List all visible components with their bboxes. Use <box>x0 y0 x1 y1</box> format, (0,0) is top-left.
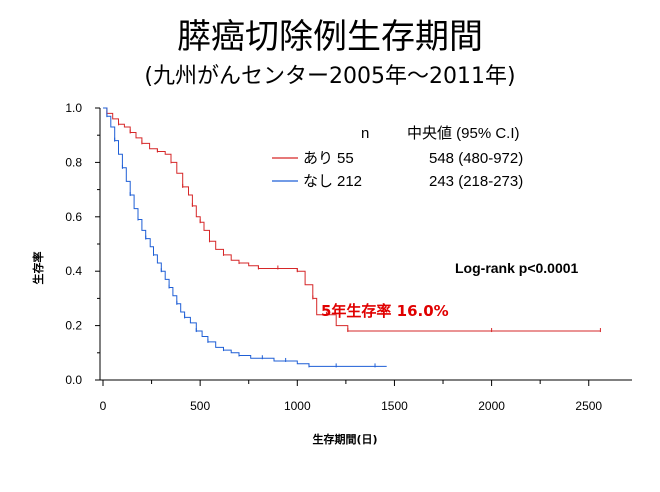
x-tick-label: 0 <box>100 399 107 413</box>
chart-legend: n 中央値 (95% C.I) あり 55 548 (480-972) なし 2… <box>272 125 523 190</box>
logrank-annotation: Log-rank p<0.0001 <box>455 260 579 276</box>
legend-median-nashi: 243 (218-273) <box>429 173 523 190</box>
y-tick-label: 0.8 <box>65 155 82 169</box>
page-title: 膵癌切除例生存期間 <box>177 17 483 57</box>
survival-curve-ari <box>103 107 601 332</box>
chart-curves <box>103 107 601 368</box>
x-tick-label: 2500 <box>575 399 602 413</box>
x-tick-label: 1500 <box>381 399 408 413</box>
five-year-survival-annotation: 5年生存率 16.0% <box>321 302 449 320</box>
y-tick-label: 0.0 <box>65 373 82 387</box>
legend-median-ari: 548 (480-972) <box>429 150 523 167</box>
chart-axes: 0.0 0.2 0.4 0.6 0.8 1.0 0 500 1000 1500 2000 2500 <box>65 101 632 413</box>
legend-header-median: 中央値 (95% C.I) <box>407 125 520 142</box>
legend-n-ari: 55 <box>337 150 354 167</box>
x-tick-label: 1000 <box>284 399 311 413</box>
legend-label-nashi: なし <box>303 173 333 190</box>
y-axis-label: 生存率 <box>31 252 45 285</box>
y-tick-label: 0.4 <box>65 264 82 278</box>
legend-n-nashi: 212 <box>337 173 362 190</box>
legend-header-n: n <box>361 125 369 142</box>
page-subtitle: (九州がんセンター2005年〜2011年) <box>144 64 516 89</box>
x-axis-label: 生存期間(日) <box>312 432 377 446</box>
y-tick-label: 0.6 <box>65 210 82 224</box>
x-tick-label: 500 <box>190 399 210 413</box>
legend-label-ari: あり <box>303 150 333 167</box>
y-tick-label: 1.0 <box>65 101 82 115</box>
y-tick-label: 0.2 <box>65 319 82 333</box>
survival-curve-nashi <box>103 107 387 367</box>
x-tick-label: 2000 <box>478 399 505 413</box>
